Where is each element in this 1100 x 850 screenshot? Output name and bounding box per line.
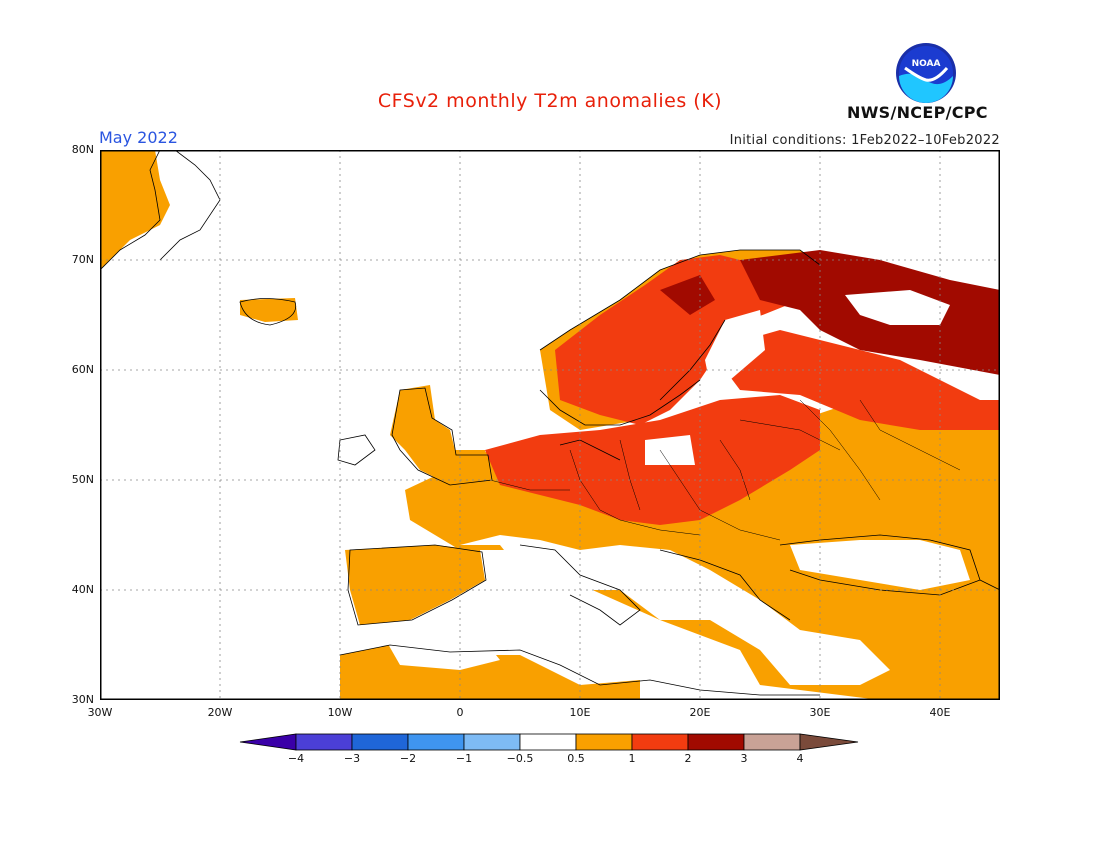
colorbar	[239, 733, 859, 751]
lon-label: 20E	[689, 706, 711, 719]
lon-label: 10E	[569, 706, 591, 719]
lat-label: 80N	[71, 143, 94, 156]
colorbar-tick-label: −0.5	[506, 752, 534, 765]
lat-label: 30N	[71, 693, 94, 706]
colorbar-swatch	[743, 733, 801, 751]
colorbar-swatch	[295, 733, 353, 751]
lat-label: 70N	[71, 253, 94, 266]
lon-label: 30W	[87, 706, 113, 719]
colorbar-arrow-high	[799, 733, 859, 751]
colorbar-tick-label: 3	[740, 752, 748, 765]
agency-label: NWS/NCEP/CPC	[847, 103, 988, 122]
colorbar-tick-label: −2	[399, 752, 417, 765]
colorbar-swatch	[687, 733, 745, 751]
colorbar-arrow-low	[239, 733, 297, 751]
colorbar-tick-label: 1	[628, 752, 636, 765]
colorbar-swatch	[407, 733, 465, 751]
lat-label: 50N	[71, 473, 94, 486]
lat-label: 40N	[71, 583, 94, 596]
noaa-logo-icon: NOAA	[896, 43, 956, 103]
lat-label: 60N	[71, 363, 94, 376]
lon-label: 20W	[207, 706, 233, 719]
colorbar-tick-label: −4	[287, 752, 305, 765]
colorbar-swatch	[575, 733, 633, 751]
coastlines	[100, 150, 1000, 696]
colorbar-tick-label: −1	[455, 752, 473, 765]
colorbar-swatch	[351, 733, 409, 751]
lon-label: 40E	[929, 706, 951, 719]
lon-label: 0	[456, 706, 464, 719]
lon-label: 10W	[327, 706, 353, 719]
forecast-period: May 2022	[99, 128, 178, 147]
anomaly-layer-1-2	[485, 255, 1000, 525]
chart-title: CFSv2 monthly T2m anomalies (K)	[377, 90, 723, 112]
anomaly-layer-neutral	[380, 290, 970, 685]
colorbar-swatch	[519, 733, 577, 751]
colorbar-tick-label: 4	[796, 752, 804, 765]
map-grid	[100, 150, 1000, 700]
colorbar-swatch	[631, 733, 689, 751]
logo-text: NOAA	[912, 59, 941, 69]
country-borders	[489, 399, 961, 541]
anomaly-map	[100, 150, 1000, 700]
colorbar-tick-label: −3	[343, 752, 361, 765]
initial-conditions: Initial conditions: 1Feb2022–10Feb2022	[729, 133, 1000, 148]
colorbar-swatch	[463, 733, 521, 751]
lon-label: 30E	[809, 706, 831, 719]
map-frame	[100, 150, 1000, 700]
colorbar-tick-label: 0.5	[567, 752, 585, 765]
colorbar-tick-label: 2	[684, 752, 692, 765]
